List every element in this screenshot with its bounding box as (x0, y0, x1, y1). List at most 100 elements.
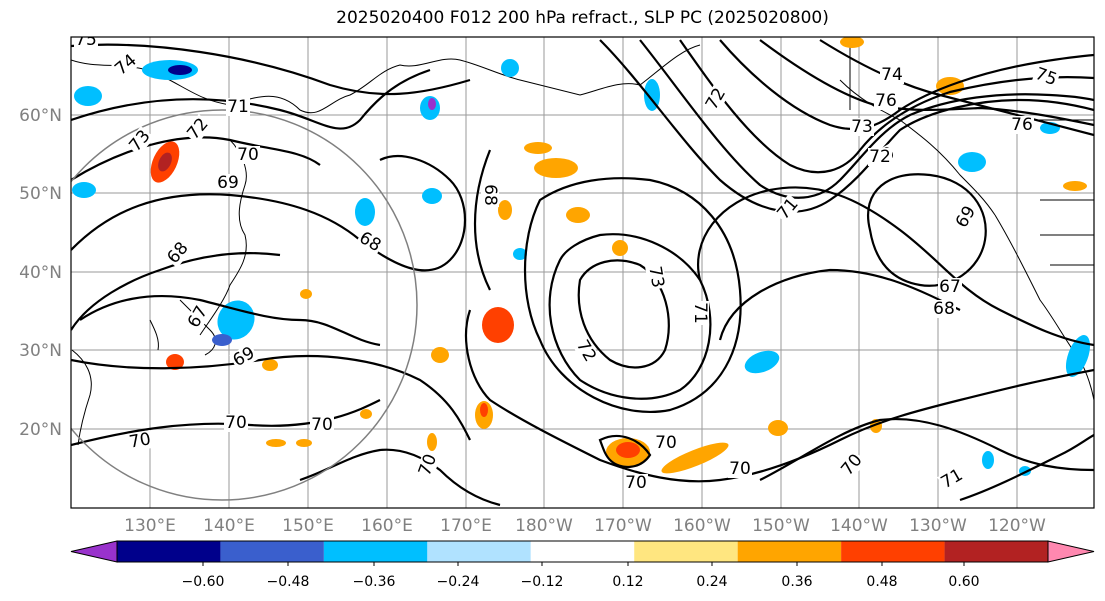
contour-label-bg (937, 465, 967, 493)
colorbar-tick-label: 0.48 (866, 574, 897, 590)
lon-label: 150°W (752, 516, 810, 536)
colorbar-tick-label: 0.36 (781, 574, 812, 590)
contour-label-bg (126, 430, 154, 452)
colorbar-tick-label: 0.24 (696, 574, 727, 590)
contour-label-bg (624, 474, 648, 492)
contour-label-bg (691, 301, 709, 325)
lon-label: 130°W (909, 516, 967, 536)
contour-label-bg (773, 194, 803, 224)
colorbar-segment (634, 541, 738, 562)
lon-label: 140°W (830, 516, 888, 536)
contour-label-bg (415, 450, 441, 480)
lon-label: 160°W (673, 516, 731, 536)
contour-label-bg (645, 263, 667, 291)
slp-contours (71, 39, 1094, 507)
colorbar-tick-label: −0.12 (521, 574, 564, 590)
lon-label: 170°W (594, 516, 652, 536)
colorbar-tick-label: −0.48 (267, 574, 310, 590)
colorbar-segment (220, 541, 324, 562)
contour-label: 71 (690, 302, 710, 324)
lat-label: 20°N (19, 420, 62, 440)
contour-label-bg (74, 37, 98, 49)
contour-label-bg (1010, 116, 1034, 134)
contour-label-bg (880, 66, 904, 84)
contour-label: 70 (655, 433, 677, 453)
contour-label: 68 (480, 184, 500, 206)
colorbar-tick-label: −0.24 (437, 574, 480, 590)
contour-label-bg (1031, 64, 1061, 90)
contour-label: 76 (1011, 115, 1033, 135)
contour-label: 75 (75, 30, 97, 50)
lat-label: 60°N (19, 106, 62, 126)
range-circle (71, 109, 418, 501)
contour-label: 69 (217, 173, 239, 193)
longitude-labels: 130°E 140°E 150°E 160°E 170°E 180°W 170°W 160°W… (124, 516, 1046, 536)
contour-label-bg (229, 343, 259, 371)
lat-label: 40°N (19, 263, 62, 283)
contour-label: 74 (881, 65, 903, 85)
contour-label-bg (226, 98, 250, 116)
lon-label: 170°E (440, 516, 492, 536)
contour-label-bg (163, 238, 193, 268)
contour-label: 73 (644, 265, 667, 290)
contour-label-bg (310, 416, 334, 434)
contour-label: 68 (933, 299, 955, 319)
contour-labels: 7574737271706968676869707070707070686869… (74, 30, 1061, 493)
colorbar-tick-label: −0.36 (353, 574, 396, 590)
lon-label: 180°W (515, 516, 573, 536)
lon-label: 150°E (282, 516, 334, 536)
contour-label: 71 (227, 97, 249, 117)
contour-label-bg (481, 183, 499, 207)
colorbar-segment (117, 541, 221, 562)
contour-label: 70 (237, 145, 259, 165)
contour-label: 70 (225, 413, 247, 433)
contour-label: 67 (939, 277, 961, 297)
contour-label: 70 (625, 473, 647, 493)
contour-label: 70 (729, 459, 751, 479)
contour-label-bg (111, 50, 141, 80)
colorbar-segment (323, 541, 428, 562)
colorbar-extend-low (70, 540, 118, 563)
contour-label-bg (183, 114, 213, 144)
colorbar-segment (427, 541, 531, 562)
latitude-labels: 60°N 50°N 40°N 30°N 20°N (19, 106, 62, 440)
lon-label: 160°E (361, 516, 413, 536)
contour-label-bg (216, 174, 240, 192)
contour-label-bg (702, 84, 730, 114)
map-title: 2025020400 F012 200 hPa refract., SLP PC… (336, 8, 829, 28)
lon-label: 140°E (203, 516, 255, 536)
contour-label-bg (952, 202, 980, 232)
colorbar-tick-label: −0.60 (182, 574, 225, 590)
lon-label: 120°W (988, 516, 1046, 536)
colorbar-tick-label: 0.60 (948, 574, 979, 590)
contour-label-bg (932, 300, 956, 318)
contour-label-bg (184, 302, 212, 332)
colorbar-frame (116, 540, 1049, 563)
lon-label: 130°E (124, 516, 176, 536)
contour-label: 73 (851, 117, 873, 137)
colorbar-segment (944, 541, 1048, 562)
contour-label-bg (572, 336, 600, 366)
contour-label: 76 (875, 91, 897, 111)
colorbar-segment (530, 541, 635, 562)
contour-label-bg (236, 146, 260, 164)
colorbar: −0.60 −0.48 −0.36 −0.24 −0.12 0.12 0.24 0.36 0.4… (70, 540, 1095, 590)
contour-label-bg (938, 278, 962, 296)
contour-label-bg (355, 228, 385, 256)
contour-label: 70 (128, 429, 153, 452)
colorbar-segment (737, 541, 842, 562)
lat-label: 30°N (19, 341, 62, 361)
contour-label-bg (868, 148, 892, 166)
plot-frame (70, 36, 1095, 509)
contour-label-bg (654, 434, 678, 452)
colorbar-segment (841, 541, 945, 562)
contour-label-bg (874, 92, 898, 110)
contour-label: 70 (311, 415, 333, 435)
contour-label-bg (837, 450, 867, 480)
colorbar-extend-high (1047, 540, 1095, 563)
contour-label-bg (728, 460, 752, 478)
colorbar-tick-label: 0.12 (612, 574, 643, 590)
contour-label-bg (850, 118, 874, 136)
lat-label: 50°N (19, 184, 62, 204)
